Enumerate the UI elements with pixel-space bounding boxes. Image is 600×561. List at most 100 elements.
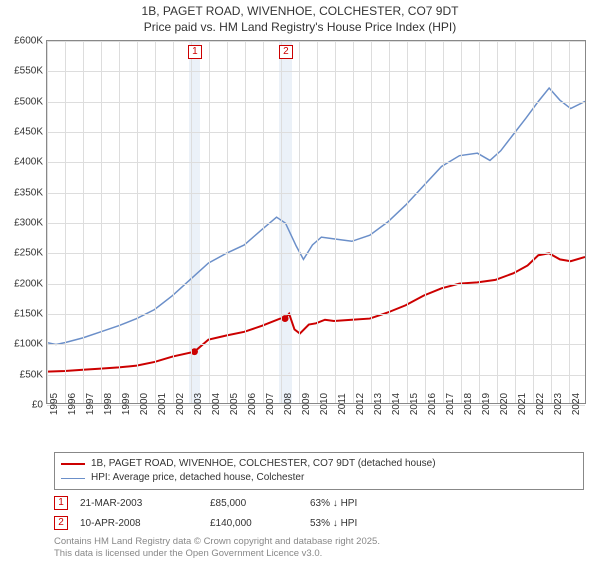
legend-block: 1B, PAGET ROAD, WIVENHOE, COLCHESTER, CO… — [54, 452, 584, 561]
gridline-v — [425, 41, 426, 403]
legend-label-hpi: HPI: Average price, detached house, Colc… — [91, 471, 304, 485]
sale-row-marker: 1 — [54, 496, 68, 510]
gridline-v — [515, 41, 516, 403]
xtick-label: 1997 — [83, 391, 96, 415]
ytick-label: £50K — [20, 369, 47, 380]
gridline-v — [101, 41, 102, 403]
xtick-label: 1999 — [119, 391, 132, 415]
gridline-v — [47, 41, 48, 403]
xtick-label: 2004 — [209, 391, 222, 415]
legend-row-price: 1B, PAGET ROAD, WIVENHOE, COLCHESTER, CO… — [61, 457, 577, 471]
gridline-v — [227, 41, 228, 403]
gridline-v — [371, 41, 372, 403]
series-price — [47, 253, 585, 371]
sale-dot — [282, 315, 289, 322]
ytick-label: £600K — [14, 36, 47, 47]
gridline-v — [551, 41, 552, 403]
xtick-label: 2009 — [299, 391, 312, 415]
legend-row-hpi: HPI: Average price, detached house, Colc… — [61, 471, 577, 485]
ytick-label: £200K — [14, 278, 47, 289]
ytick-label: £550K — [14, 66, 47, 77]
attribution: Contains HM Land Registry data © Crown c… — [54, 536, 584, 561]
xtick-label: 2001 — [155, 391, 168, 415]
gridline-v — [497, 41, 498, 403]
xtick-label: 2017 — [443, 391, 456, 415]
gridline-h — [47, 284, 585, 285]
xtick-label: 2021 — [515, 391, 528, 415]
plot-area: £0£50K£100K£150K£200K£250K£300K£350K£400… — [46, 40, 586, 404]
gridline-v — [389, 41, 390, 403]
xtick-label: 2020 — [497, 391, 510, 415]
sale-delta: 53% ↓ HPI — [310, 518, 450, 529]
sale-marker-1: 1 — [188, 45, 202, 59]
gridline-v — [263, 41, 264, 403]
ytick-label: £100K — [14, 339, 47, 350]
series-lines — [47, 41, 585, 403]
gridline-v — [479, 41, 480, 403]
gridline-v — [407, 41, 408, 403]
legend-box: 1B, PAGET ROAD, WIVENHOE, COLCHESTER, CO… — [54, 452, 584, 490]
xtick-label: 2023 — [551, 391, 564, 415]
xtick-label: 2006 — [245, 391, 258, 415]
ytick-label: £500K — [14, 96, 47, 107]
legend-swatch-price — [61, 463, 85, 465]
xtick-label: 2019 — [479, 391, 492, 415]
legend-label-price: 1B, PAGET ROAD, WIVENHOE, COLCHESTER, CO… — [91, 457, 436, 471]
xtick-label: 2018 — [461, 391, 474, 415]
gridline-v — [119, 41, 120, 403]
gridline-v — [317, 41, 318, 403]
gridline-v — [155, 41, 156, 403]
gridline-h — [47, 193, 585, 194]
attribution-line1: Contains HM Land Registry data © Crown c… — [54, 536, 584, 548]
xtick-label: 1995 — [47, 391, 60, 415]
ytick-label: £450K — [14, 127, 47, 138]
xtick-label: 2003 — [191, 391, 204, 415]
gridline-v — [461, 41, 462, 403]
title-line2: Price paid vs. HM Land Registry's House … — [0, 20, 600, 36]
sale-price: £85,000 — [210, 498, 310, 509]
ytick-label: £150K — [14, 309, 47, 320]
gridline-v — [281, 41, 282, 403]
attribution-line2: This data is licensed under the Open Gov… — [54, 548, 584, 560]
xtick-label: 2016 — [425, 391, 438, 415]
sale-price: £140,000 — [210, 518, 310, 529]
series-hpi — [47, 88, 585, 344]
chart: £0 £50K £100K £150K £200K £250K £300K £350K £400… — [0, 38, 600, 438]
xtick-label: 2012 — [353, 391, 366, 415]
ytick-label: £350K — [14, 187, 47, 198]
ytick-label: £400K — [14, 157, 47, 168]
gridline-v — [245, 41, 246, 403]
legend-swatch-hpi — [61, 478, 85, 479]
gridline-h — [47, 223, 585, 224]
xtick-label: 1996 — [65, 391, 78, 415]
gridline-v — [137, 41, 138, 403]
gridline-v — [209, 41, 210, 403]
gridline-h — [47, 375, 585, 376]
xtick-label: 2024 — [569, 391, 582, 415]
gridline-v — [191, 41, 192, 403]
xtick-label: 2002 — [173, 391, 186, 415]
gridline-v — [335, 41, 336, 403]
xtick-label: 2010 — [317, 391, 330, 415]
gridline-h — [47, 132, 585, 133]
ytick-label: £0 — [32, 400, 47, 411]
xtick-label: 2015 — [407, 391, 420, 415]
gridline-v — [569, 41, 570, 403]
xtick-label: 2007 — [263, 391, 276, 415]
gridline-v — [443, 41, 444, 403]
gridline-h — [47, 344, 585, 345]
xtick-label: 2005 — [227, 391, 240, 415]
ytick-label: £300K — [14, 218, 47, 229]
sale-delta: 63% ↓ HPI — [310, 498, 450, 509]
gridline-h — [47, 162, 585, 163]
gridline-v — [83, 41, 84, 403]
gridline-v — [65, 41, 66, 403]
gridline-v — [173, 41, 174, 403]
sale-date: 10-APR-2008 — [80, 518, 210, 529]
xtick-label: 2008 — [281, 391, 294, 415]
gridline-v — [353, 41, 354, 403]
gridline-h — [47, 41, 585, 42]
xtick-label: 2013 — [371, 391, 384, 415]
gridline-h — [47, 102, 585, 103]
ytick-label: £250K — [14, 248, 47, 259]
